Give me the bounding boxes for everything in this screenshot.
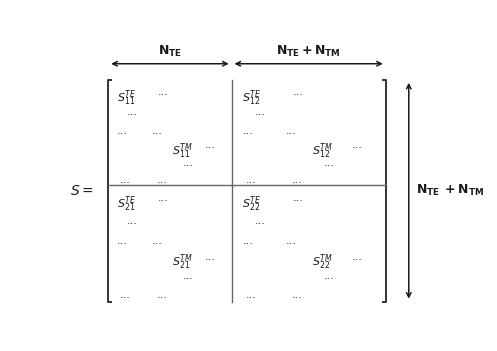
Text: $S=$: $S=$: [70, 184, 93, 198]
Text: ...: ...: [324, 271, 335, 282]
Text: ...: ...: [292, 175, 303, 185]
Text: $S_{21}^{TE}$: $S_{21}^{TE}$: [117, 195, 137, 214]
Text: $S_{21}^{TM}$: $S_{21}^{TM}$: [172, 253, 193, 272]
Text: ...: ...: [127, 216, 138, 226]
Text: ...: ...: [293, 87, 304, 97]
Text: ...: ...: [157, 290, 167, 300]
Text: ...: ...: [352, 252, 363, 261]
Text: ...: ...: [285, 126, 296, 136]
Text: $S_{11}^{TE}$: $S_{11}^{TE}$: [117, 88, 137, 108]
Text: ...: ...: [152, 237, 163, 246]
Text: ...: ...: [293, 193, 304, 204]
Text: ...: ...: [246, 175, 256, 185]
Text: $S_{22}^{TM}$: $S_{22}^{TM}$: [312, 253, 333, 272]
Text: ...: ...: [352, 140, 363, 150]
Text: ...: ...: [117, 237, 128, 246]
Text: $\mathbf{N_{TE} + N_{TM}}$: $\mathbf{N_{TE} + N_{TM}}$: [276, 44, 341, 59]
Text: ...: ...: [204, 252, 215, 261]
Text: ...: ...: [292, 290, 303, 300]
Text: ...: ...: [127, 107, 138, 117]
Text: ...: ...: [243, 237, 253, 246]
Text: ...: ...: [204, 140, 215, 150]
Text: $\mathbf{N_{TE}}$: $\mathbf{N_{TE}}$: [158, 44, 182, 59]
Text: ...: ...: [285, 237, 296, 246]
Text: ...: ...: [324, 158, 335, 168]
Text: ...: ...: [158, 193, 168, 204]
Text: ...: ...: [182, 158, 193, 168]
Text: $\mathbf{N_{TE}\; + N_{TM}}$: $\mathbf{N_{TE}\; + N_{TM}}$: [416, 183, 485, 198]
Text: ...: ...: [255, 107, 265, 117]
Text: ...: ...: [246, 290, 256, 300]
Text: ...: ...: [255, 216, 265, 226]
Text: $S_{12}^{TM}$: $S_{12}^{TM}$: [312, 141, 333, 161]
Text: $S_{22}^{TE}$: $S_{22}^{TE}$: [243, 195, 262, 214]
Text: ...: ...: [119, 290, 130, 300]
Text: ...: ...: [182, 271, 193, 282]
Text: ...: ...: [152, 126, 163, 136]
Text: ...: ...: [117, 126, 128, 136]
Text: ...: ...: [157, 175, 167, 185]
Text: $S_{12}^{TE}$: $S_{12}^{TE}$: [243, 88, 262, 108]
Text: ...: ...: [243, 126, 253, 136]
Text: $S_{11}^{TM}$: $S_{11}^{TM}$: [172, 141, 193, 161]
Text: ...: ...: [119, 175, 130, 185]
Text: ...: ...: [158, 87, 168, 97]
